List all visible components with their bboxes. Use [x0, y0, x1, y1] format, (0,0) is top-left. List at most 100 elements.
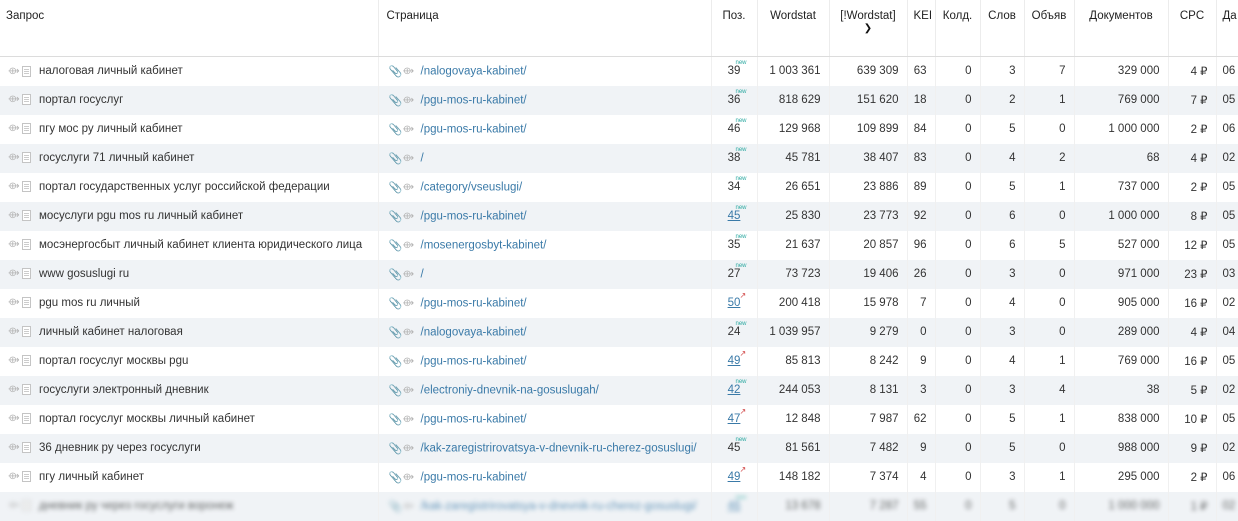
document-icon[interactable]	[22, 94, 31, 106]
attach-icon[interactable]: 📎	[388, 413, 403, 426]
share-icon[interactable]: ⟴	[402, 384, 415, 396]
share-icon[interactable]: ⟴	[402, 326, 415, 338]
col-header-page[interactable]: Страница	[378, 0, 712, 57]
document-icon[interactable]	[22, 123, 31, 135]
page-link[interactable]: /category/vseuslugi/	[420, 181, 523, 194]
share-icon[interactable]: ⟴	[402, 413, 415, 425]
share-icon[interactable]: ⟴	[402, 500, 415, 512]
share-icon[interactable]: ⟴	[402, 181, 415, 193]
attach-icon[interactable]: 📎	[388, 65, 403, 78]
share-icon[interactable]: ⟴	[8, 239, 20, 251]
share-icon[interactable]: ⟴	[402, 152, 415, 164]
table-row[interactable]: ⟴ госуслуги 71 личный кабинет 📎⟴ / new 38 45 7…	[0, 143, 1238, 173]
document-icon[interactable]	[22, 471, 31, 483]
share-icon[interactable]: ⟴	[8, 65, 20, 77]
sort-desc-icon[interactable]: ❯	[863, 23, 873, 34]
table-row[interactable]: ⟴ личный кабинет налоговая 📎⟴/nalogovaya-k…	[0, 317, 1238, 347]
table-row[interactable]: ⟴ мосэнергосбыт личный кабинет клиента юр…	[0, 230, 1238, 260]
table-row[interactable]: ⟴ портал государственных услуг российской…	[0, 172, 1238, 202]
share-icon[interactable]: ⟴	[8, 355, 20, 367]
document-icon[interactable]	[22, 413, 31, 425]
document-icon[interactable]	[22, 297, 31, 309]
share-icon[interactable]: ⟴	[8, 500, 20, 512]
share-icon[interactable]: ⟴	[402, 471, 415, 483]
col-header-cpc[interactable]: CPC	[1168, 0, 1217, 57]
table-row[interactable]: ⟴ www gosuslugi ru 📎⟴ / new 27 73 723 19 406 26 0…	[0, 259, 1238, 289]
position-value[interactable]: 46	[727, 500, 741, 512]
col-header-docs[interactable]: Документов	[1074, 0, 1169, 57]
col-header-wordstat[interactable]: Wordstat	[757, 0, 830, 57]
attach-icon[interactable]: 📎	[388, 123, 403, 136]
table-row[interactable]: ⟴ мосуслуги pgu mos ru личный кабинет 📎⟴/p…	[0, 201, 1238, 231]
page-link[interactable]: /kak-zaregistrirovatsya-v-dnevnik-ru-che…	[420, 442, 697, 455]
table-row[interactable]: ⟴ госуслуги электронный дневник 📎⟴/electro…	[0, 375, 1238, 405]
col-header-date[interactable]: Да	[1216, 0, 1238, 57]
share-icon[interactable]: ⟴	[8, 210, 20, 222]
page-link[interactable]: /	[420, 268, 424, 281]
col-header-exact-wordstat[interactable]: [!Wordstat] ❯	[829, 0, 908, 57]
table-row[interactable]: ⟴ дневник ру через госуслуги воронеж 📎⟴/ka…	[0, 491, 1238, 521]
document-icon[interactable]	[22, 384, 31, 396]
page-link[interactable]: /pgu-mos-ru-kabinet/	[420, 123, 527, 136]
share-icon[interactable]: ⟴	[8, 181, 20, 193]
share-icon[interactable]: ⟴	[8, 471, 20, 483]
share-icon[interactable]: ⟴	[402, 442, 415, 454]
table-row[interactable]: ⟴ налоговая личный кабинет 📎⟴/nalogovaya-k…	[0, 56, 1238, 86]
document-icon[interactable]	[22, 268, 31, 280]
share-icon[interactable]: ⟴	[402, 239, 415, 251]
document-icon[interactable]	[22, 500, 31, 512]
table-row[interactable]: ⟴ пгу мос ру личный кабинет 📎⟴/pgu-mos-ru-…	[0, 114, 1238, 144]
share-icon[interactable]: ⟴	[8, 384, 20, 396]
page-link[interactable]: /pgu-mos-ru-kabinet/	[420, 94, 527, 107]
table-row[interactable]: ⟴ пгу личный кабинет 📎⟴/pgu-mos-ru-kabinet…	[0, 462, 1238, 492]
document-icon[interactable]	[22, 355, 31, 367]
share-icon[interactable]: ⟴	[402, 210, 415, 222]
page-link[interactable]: /pgu-mos-ru-kabinet/	[420, 297, 527, 310]
attach-icon[interactable]: 📎	[388, 326, 403, 339]
attach-icon[interactable]: 📎	[388, 500, 403, 513]
share-icon[interactable]: ⟴	[8, 297, 20, 309]
position-value[interactable]: 50	[727, 297, 741, 309]
col-header-query[interactable]: Запрос	[0, 0, 379, 57]
attach-icon[interactable]: 📎	[388, 210, 403, 223]
position-value[interactable]: 45	[727, 210, 741, 222]
page-link[interactable]: /pgu-mos-ru-kabinet/	[420, 210, 527, 223]
share-icon[interactable]: ⟴	[402, 65, 415, 77]
share-icon[interactable]: ⟴	[8, 413, 20, 425]
table-row[interactable]: ⟴ pgu mos ru личный 📎⟴/pgu-mos-ru-kabinet/…	[0, 288, 1238, 318]
page-link[interactable]: /kak-zaregistrirovatsya-v-dnevnik-ru-che…	[420, 500, 697, 513]
col-header-kold[interactable]: Колд.	[935, 0, 981, 57]
table-row[interactable]: ⟴ 36 дневник ру через госуслуги 📎⟴/kak-zar…	[0, 433, 1238, 463]
page-link[interactable]: /electroniy-dnevnik-na-gosuslugah/	[420, 384, 599, 397]
share-icon[interactable]: ⟴	[8, 123, 20, 135]
col-header-pos[interactable]: Поз.	[711, 0, 758, 57]
document-icon[interactable]	[22, 181, 31, 193]
attach-icon[interactable]: 📎	[388, 297, 403, 310]
document-icon[interactable]	[22, 326, 31, 338]
position-value[interactable]: 49	[727, 471, 741, 483]
page-link[interactable]: /nalogovaya-kabinet/	[420, 65, 527, 78]
share-icon[interactable]: ⟴	[402, 94, 415, 106]
share-icon[interactable]: ⟴	[8, 94, 20, 106]
attach-icon[interactable]: 📎	[388, 384, 403, 397]
table-row[interactable]: ⟴ портал госуслуг москвы pgu 📎⟴/pgu-mos-ru…	[0, 346, 1238, 376]
attach-icon[interactable]: 📎	[388, 152, 403, 165]
share-icon[interactable]: ⟴	[402, 268, 415, 280]
document-icon[interactable]	[22, 152, 31, 164]
attach-icon[interactable]: 📎	[388, 181, 403, 194]
share-icon[interactable]: ⟴	[8, 442, 20, 454]
page-link[interactable]: /	[420, 152, 424, 165]
page-link[interactable]: /pgu-mos-ru-kabinet/	[420, 471, 527, 484]
position-value[interactable]: 42	[727, 384, 741, 396]
share-icon[interactable]: ⟴	[8, 152, 20, 164]
share-icon[interactable]: ⟴	[402, 355, 415, 367]
col-header-slov[interactable]: Слов	[980, 0, 1025, 57]
attach-icon[interactable]: 📎	[388, 471, 403, 484]
document-icon[interactable]	[22, 210, 31, 222]
col-header-obyav[interactable]: Объяв	[1024, 0, 1075, 57]
page-link[interactable]: /pgu-mos-ru-kabinet/	[420, 355, 527, 368]
page-link[interactable]: /pgu-mos-ru-kabinet/	[420, 413, 527, 426]
document-icon[interactable]	[22, 239, 31, 251]
attach-icon[interactable]: 📎	[388, 355, 403, 368]
attach-icon[interactable]: 📎	[388, 94, 403, 107]
